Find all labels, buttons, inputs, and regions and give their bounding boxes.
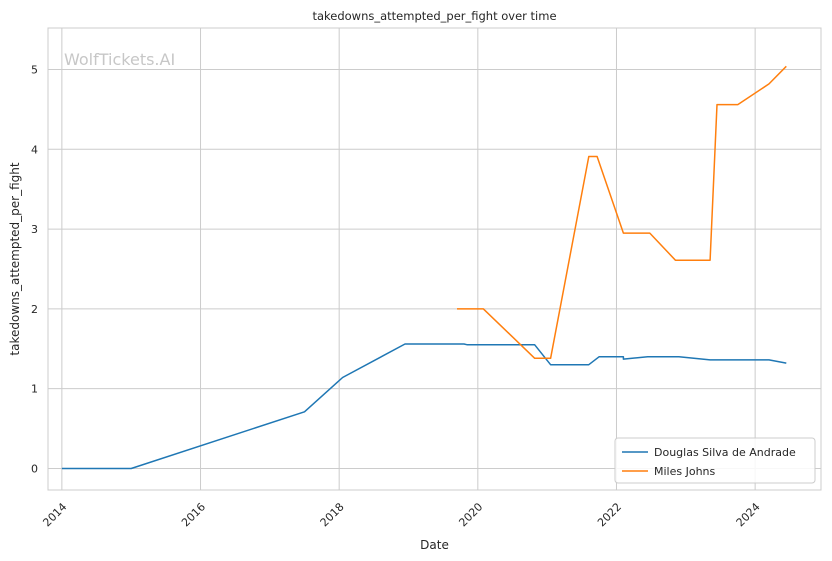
y-tick-label: 5	[31, 63, 38, 76]
x-tick-label: 2014	[40, 500, 69, 529]
x-tick-label: 2020	[456, 500, 485, 529]
x-tick-label: 2022	[595, 500, 624, 529]
grid	[48, 28, 821, 490]
y-tick-label: 1	[31, 383, 38, 396]
legend-label-miles: Miles Johns	[654, 465, 716, 478]
watermark: WolfTickets.AI	[64, 50, 175, 69]
y-tick-label: 3	[31, 223, 38, 236]
x-tick-label: 2018	[318, 500, 347, 529]
plot-frame	[47, 27, 822, 491]
x-tick-label: 2016	[179, 500, 208, 529]
x-axis-label: Date	[420, 538, 449, 552]
series-layer	[61, 65, 787, 470]
legend: Douglas Silva de Andrade Miles Johns	[614, 437, 816, 484]
y-tick-label: 0	[31, 462, 38, 475]
y-axis-label: takedowns_attempted_per_fight	[8, 162, 22, 355]
y-tick-labels: 0 1 2 3 4 5	[31, 63, 38, 475]
legend-label-douglas: Douglas Silva de Andrade	[654, 446, 796, 459]
x-tick-labels: 2014 2016 2018 2020 2022 2024	[40, 500, 762, 529]
series-line-1	[457, 65, 787, 360]
y-tick-label: 4	[31, 143, 38, 156]
x-tick-label: 2024	[734, 500, 763, 529]
y-tick-label: 2	[31, 303, 38, 316]
chart-title: takedowns_attempted_per_fight over time	[312, 9, 556, 23]
legend-box	[614, 437, 816, 484]
series-line-0	[61, 343, 787, 470]
